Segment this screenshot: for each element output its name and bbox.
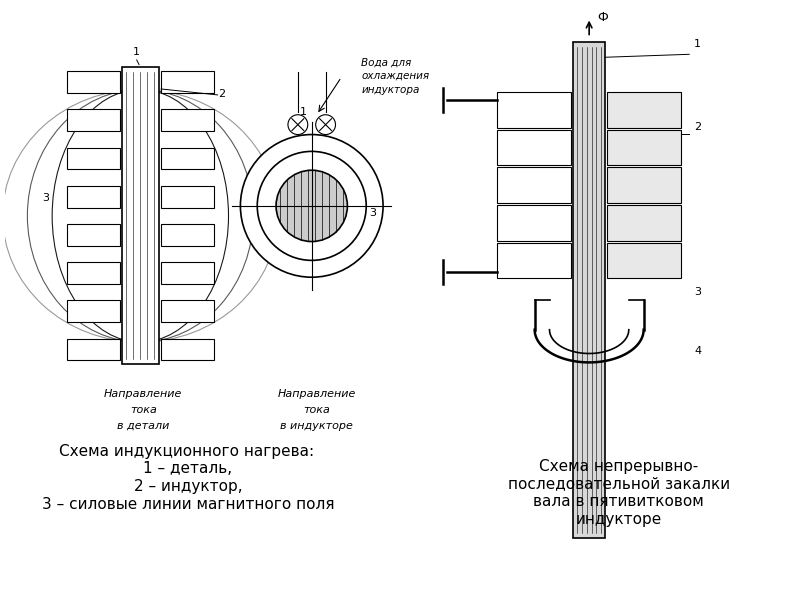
Bar — [161, 338, 214, 361]
Bar — [607, 92, 682, 128]
Text: 3: 3 — [42, 193, 50, 203]
Text: индуктора: индуктора — [362, 85, 420, 95]
Text: индукторе: индукторе — [576, 512, 662, 527]
Bar — [67, 71, 119, 93]
Bar — [607, 167, 682, 203]
Text: 3: 3 — [369, 208, 376, 218]
Bar — [67, 338, 119, 361]
Bar — [122, 67, 159, 364]
Text: Схема непрерывно-: Схема непрерывно- — [539, 458, 698, 473]
Bar — [497, 242, 571, 278]
Text: Вода для: Вода для — [362, 57, 411, 67]
Bar — [67, 148, 119, 169]
Bar — [67, 262, 119, 284]
Circle shape — [276, 170, 347, 242]
Bar — [161, 301, 214, 322]
Bar — [161, 109, 214, 131]
Bar — [67, 109, 119, 131]
Text: Направление: Направление — [104, 389, 182, 399]
Text: последовательной закалки: последовательной закалки — [508, 476, 730, 491]
Text: в детали: в детали — [117, 421, 170, 431]
Text: Ф: Ф — [597, 11, 608, 23]
Text: 1: 1 — [300, 107, 306, 117]
Text: 1 – деталь,: 1 – деталь, — [143, 461, 233, 476]
Text: Схема индукционного нагрева:: Схема индукционного нагрева: — [59, 443, 314, 458]
Bar — [161, 262, 214, 284]
Bar — [607, 242, 682, 278]
Bar — [607, 205, 682, 241]
Circle shape — [288, 115, 308, 134]
Text: 2 – индуктор,: 2 – индуктор, — [134, 479, 242, 494]
Bar — [607, 130, 682, 165]
Text: в индукторе: в индукторе — [280, 421, 353, 431]
Bar — [161, 148, 214, 169]
Bar — [67, 301, 119, 322]
Text: 3: 3 — [694, 287, 701, 297]
Text: 4: 4 — [694, 346, 702, 356]
Bar — [67, 186, 119, 208]
Circle shape — [316, 115, 335, 134]
Bar — [67, 224, 119, 246]
Text: тока: тока — [130, 405, 157, 415]
Bar — [497, 92, 571, 128]
Text: тока: тока — [303, 405, 330, 415]
Bar — [497, 205, 571, 241]
Text: 1: 1 — [133, 47, 139, 57]
Text: вала в пятивитковом: вала в пятивитковом — [534, 494, 704, 509]
Circle shape — [258, 151, 366, 260]
Circle shape — [240, 134, 383, 277]
Text: 1: 1 — [694, 40, 701, 49]
Bar — [497, 167, 571, 203]
Text: 2: 2 — [218, 89, 226, 99]
Bar — [161, 186, 214, 208]
Bar — [161, 224, 214, 246]
Text: 2: 2 — [694, 122, 702, 131]
Bar — [161, 71, 214, 93]
Text: Направление: Направление — [278, 389, 356, 399]
Text: 3 – силовые линии магнитного поля: 3 – силовые линии магнитного поля — [42, 497, 334, 512]
Text: охлаждения: охлаждения — [362, 71, 430, 81]
Bar — [497, 130, 571, 165]
Bar — [574, 43, 605, 538]
